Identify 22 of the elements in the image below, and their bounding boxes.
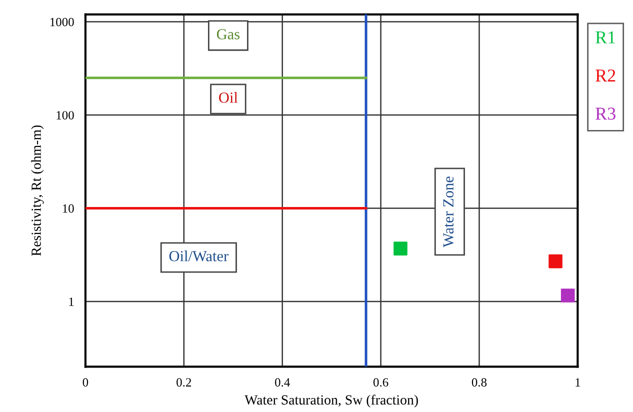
x-axis-title: Water Saturation, Sw (fraction) — [244, 394, 418, 408]
annotation: Water Zone — [443, 176, 454, 248]
x-tick-label: 0 — [82, 378, 88, 387]
y-axis-title: Resistivity, Rt (ohm-m) — [31, 125, 44, 256]
text: R1 — [596, 31, 616, 44]
x-tick-label: 0.4 — [275, 378, 290, 387]
text: R2 — [596, 70, 616, 82]
point — [394, 242, 408, 256]
y-tick-label: 1 — [69, 298, 74, 306]
x-tick-label: 0.2 — [176, 378, 192, 387]
x-tick-label: 1 — [576, 378, 580, 386]
text: R3 — [596, 108, 616, 120]
annotation: Oil — [219, 92, 238, 103]
point — [548, 254, 562, 268]
y-tick-label: 1000 — [50, 18, 74, 26]
point — [560, 288, 575, 302]
annotation: Gas — [216, 29, 240, 40]
y-tick-label: 10 — [62, 204, 74, 213]
x-tick-label: 0.8 — [472, 378, 487, 387]
y-tick-label: 100 — [56, 111, 74, 120]
annotation: Oil/Water — [169, 250, 228, 262]
x-tick-label: 0.6 — [373, 378, 388, 387]
